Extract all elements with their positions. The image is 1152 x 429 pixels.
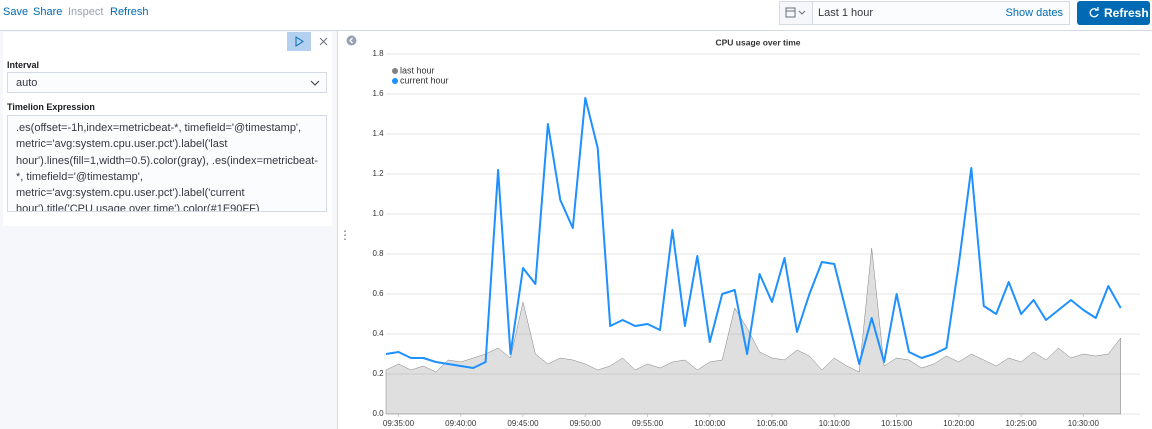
x-tick-label: 10:05:00 [756, 419, 788, 428]
x-tick-label: 09:35:00 [383, 419, 415, 428]
resize-handle[interactable]: ⋮ [339, 228, 351, 242]
date-range[interactable]: Last 1 hour [818, 7, 874, 19]
y-tick-label: 0.0 [372, 409, 384, 418]
inspect-link[interactable]: Inspect [68, 6, 104, 18]
save-link[interactable]: Save [3, 6, 29, 18]
y-tick-label: 1.8 [372, 49, 384, 58]
refresh-button[interactable]: Refresh [1077, 1, 1150, 25]
area [385, 247, 1121, 415]
y-tick-label: 0.6 [372, 289, 384, 298]
y-tick-label: 0.8 [372, 249, 384, 258]
editor-panel: Interval auto Timelion Expression .es(of… [3, 32, 332, 226]
x-tick-label: 09:50:00 [570, 419, 602, 428]
refresh-button-label: Refresh [1104, 6, 1149, 20]
x-tick-label: 10:30:00 [1068, 419, 1100, 428]
interval-label: Interval [7, 60, 40, 70]
close-icon[interactable] [319, 37, 328, 46]
y-tick-label: 1.2 [372, 169, 384, 178]
expression-input[interactable]: .es(offset=-1h,index=metricbeat-*, timef… [7, 115, 327, 212]
x-tick-label: 09:45:00 [507, 419, 539, 428]
play-icon [295, 36, 304, 47]
collapse-icon[interactable] [346, 35, 357, 46]
x-tick-label: 09:40:00 [445, 419, 477, 428]
refresh-link[interactable]: Refresh [110, 6, 149, 18]
show-dates[interactable]: Show dates [1005, 7, 1063, 19]
y-tick-label: 1.4 [372, 129, 384, 138]
x-tick-label: 10:25:00 [1006, 419, 1038, 428]
legend-marker [392, 68, 398, 74]
legend-label: current hour [400, 75, 449, 85]
divider [337, 31, 338, 429]
x-tick-label: 10:20:00 [943, 419, 975, 428]
expression-label: Timelion Expression [7, 102, 95, 112]
quick-menu[interactable] [780, 2, 813, 24]
run-button[interactable] [287, 32, 311, 51]
x-tick-label: 10:00:00 [694, 419, 726, 428]
line [385, 97, 1122, 369]
legend-marker [392, 78, 398, 84]
y-tick-label: 1.0 [372, 209, 384, 218]
interval-select[interactable]: auto [7, 72, 327, 93]
calendar-icon [785, 7, 806, 18]
y-tick-label: 0.4 [372, 329, 384, 338]
chart-title: CPU usage over time [715, 37, 800, 47]
interval-value: auto [16, 77, 38, 89]
top-bar: Save Share Inspect Refresh Last 1 hour S… [0, 0, 1152, 31]
x-tick-label: 10:15:00 [881, 419, 913, 428]
chevron [310, 80, 320, 86]
legend-label: last hour [400, 65, 435, 75]
y-tick-label: 1.6 [372, 89, 384, 98]
x-tick-label: 10:10:00 [819, 419, 851, 428]
x-tick-label: 09:55:00 [632, 419, 664, 428]
refresh-icon [1089, 7, 1099, 18]
date-picker[interactable]: Last 1 hour Show dates [779, 1, 1070, 25]
y-tick-label: 0.2 [372, 369, 384, 378]
share-link[interactable]: Share [33, 6, 63, 18]
